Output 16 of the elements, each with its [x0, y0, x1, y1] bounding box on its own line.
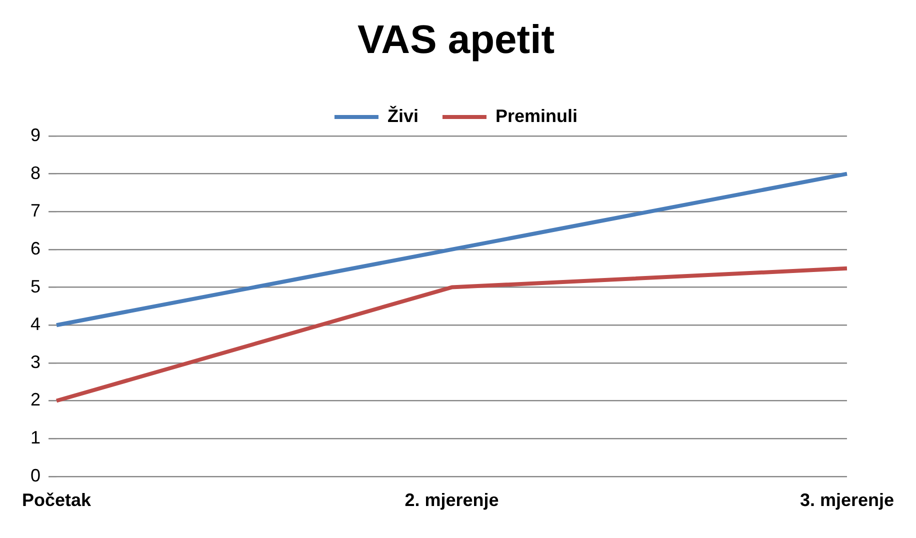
- x-tick-label: 3. mjerenje: [800, 490, 894, 510]
- y-tick-label: 5: [30, 276, 41, 296]
- y-tick-label: 6: [30, 238, 41, 258]
- chart-title: VAS apetit: [357, 18, 555, 62]
- legend-label: Preminuli: [495, 106, 578, 126]
- y-tick-label: 2: [30, 390, 41, 410]
- y-tick-label: 8: [30, 162, 41, 183]
- y-tick-label: 4: [30, 314, 41, 334]
- legend-label: Živi: [387, 104, 418, 126]
- y-tick-label: 9: [30, 124, 41, 145]
- y-tick-label: 7: [30, 200, 41, 221]
- y-tick-label: 3: [30, 352, 41, 372]
- x-tick-label: Početak: [22, 490, 92, 510]
- y-tick-label: 0: [30, 465, 41, 486]
- x-tick-label: 2. mjerenje: [404, 490, 499, 510]
- y-tick-label: 1: [30, 428, 41, 448]
